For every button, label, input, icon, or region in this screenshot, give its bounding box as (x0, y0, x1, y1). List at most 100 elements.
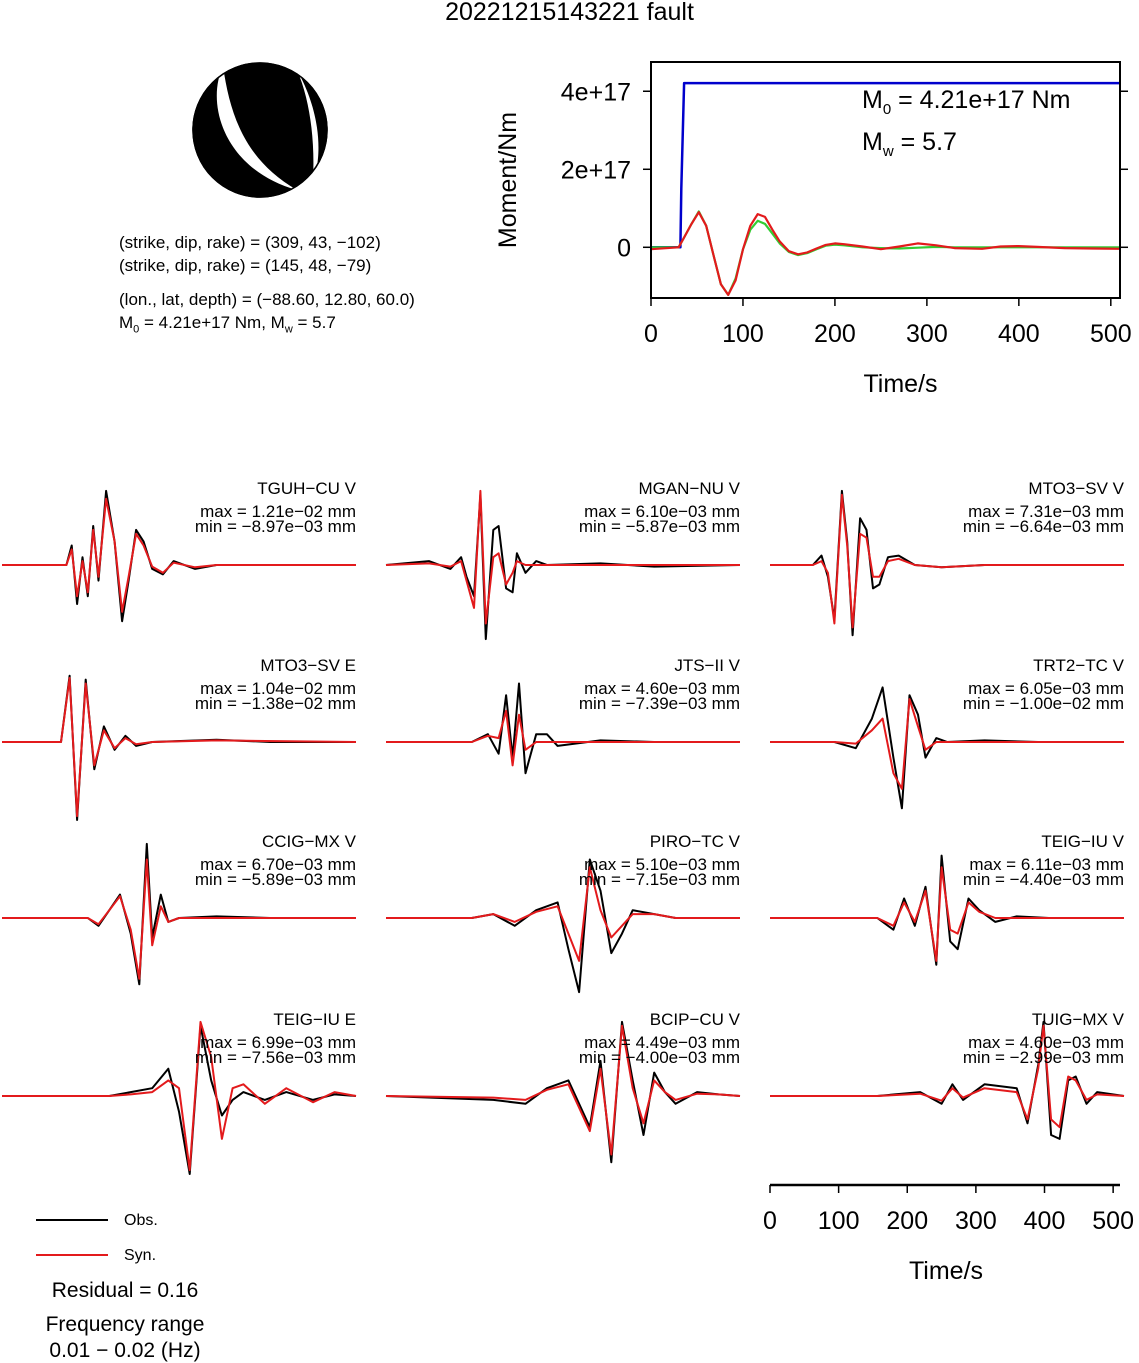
moment-x-tick-label: 200 (814, 320, 856, 348)
moment-x-tick-label: 400 (998, 320, 1040, 348)
station-max: max = 7.31e−03 mm (968, 502, 1124, 521)
station-max: max = 4.60e−03 mm (968, 1033, 1124, 1052)
observed-trace (2, 1024, 357, 1175)
mw-annotation: Mw = 5.7 (862, 128, 957, 160)
station-name: MTO3−SV E (260, 656, 356, 675)
observed-trace (386, 858, 740, 994)
station-max: max = 6.70e−03 mm (200, 855, 356, 874)
moment-y-axis-label: Moment/Nm (494, 112, 522, 248)
moment-x-tick-label: 500 (1090, 320, 1132, 348)
station-max: max = 6.11e−03 mm (969, 855, 1124, 874)
station-name: JTS−II V (674, 656, 740, 675)
moment-y-tick-label: 2e+17 (561, 156, 631, 184)
station-min: min = −2.99e−03 mm (963, 1048, 1124, 1067)
station-min: min = −7.39e−03 mm (579, 694, 740, 713)
mechanism-plane-1: (strike, dip, rake) = (309, 43, −102) (119, 233, 381, 252)
moment-x-tick-label: 0 (644, 320, 658, 348)
synthetic-trace (770, 1024, 1125, 1129)
station-min: min = −4.00e−03 mm (579, 1048, 740, 1067)
wave-x-tick-label: 0 (763, 1207, 777, 1235)
station-min: min = −4.40e−03 mm (963, 870, 1124, 889)
residual-label: Residual = 0.16 (51, 1279, 199, 1302)
station-max: max = 4.60e−03 mm (584, 679, 740, 698)
wave-x-axis-label: Time/s (909, 1257, 983, 1285)
synthetic-trace (770, 698, 1124, 790)
station-min: min = −5.89e−03 mm (195, 870, 356, 889)
moment-y-tick-label: 4e+17 (561, 78, 631, 106)
station-name: BCIP−CU V (650, 1010, 741, 1029)
station-name: MGAN−NU V (638, 479, 740, 498)
station-name: TRT2−TC V (1033, 656, 1125, 675)
synthetic-trace (770, 866, 1124, 962)
frequency-range-value: 0.01 − 0.02 (Hz) (49, 1339, 201, 1362)
station-max: max = 6.99e−03 mm (200, 1033, 356, 1052)
station-name: TEIG−IU V (1041, 832, 1124, 851)
station-max: max = 1.04e−02 mm (200, 679, 356, 698)
station-name: TUIG−MX V (1032, 1010, 1125, 1029)
mechanism-moment: M0 = 4.21e+17 Nm, Mw = 5.7 (119, 313, 336, 336)
wave-x-tick-label: 100 (818, 1207, 860, 1235)
station-min: min = −8.97e−03 mm (195, 517, 356, 536)
synthetic-trace (2, 677, 357, 818)
station-min: min = −1.38e−02 mm (195, 694, 356, 713)
moment-chart: 0 100 200 300 400 500 0 2e+17 4e+17 Time/s Moment/… (494, 61, 1132, 398)
station-name: MTO3−SV V (1028, 479, 1124, 498)
station-max: max = 5.10e−03 mm (584, 855, 740, 874)
m0-annotation: M0 = 4.21e+17 Nm (862, 86, 1071, 118)
moment-x-axis-label: Time/s (863, 370, 937, 398)
station-max: max = 6.05e−03 mm (968, 679, 1124, 698)
synthetic-trace (386, 709, 740, 767)
wave-x-tick-label: 300 (955, 1207, 997, 1235)
moment-plot-frame (650, 61, 1121, 299)
moment-annotation: M0 = 4.21e+17 Nm Mw = 5.7 (862, 84, 1070, 168)
synthetic-trace (385, 1024, 741, 1156)
station-min: min = −1.00e−02 mm (963, 694, 1124, 713)
synthetic-trace (386, 866, 740, 962)
mw-value: 5.7 (312, 313, 336, 332)
wave-x-tick-label: 400 (1024, 1207, 1066, 1235)
station-max: max = 1.21e−02 mm (200, 502, 356, 521)
mechanism-plane-2: (strike, dip, rake) = (145, 48, −79) (119, 256, 372, 275)
station-name: PIRO−TC V (650, 832, 741, 851)
synthetic-trace (2, 1020, 357, 1172)
wave-x-tick-label: 500 (1092, 1207, 1134, 1235)
synthetic-trace (770, 493, 1124, 629)
synthetic-trace (2, 858, 356, 980)
station-name: TEIG−IU E (273, 1010, 356, 1029)
station-max: max = 4.49e−03 mm (584, 1033, 740, 1052)
synthetic-trace (385, 489, 740, 625)
page-title: 20221215143221 fault (445, 0, 694, 26)
legend-obs-label: Obs. (124, 1212, 158, 1229)
wave-x-tick-label: 200 (886, 1207, 928, 1235)
beachball-icon (192, 62, 328, 198)
moment-x-tick-label: 100 (722, 320, 764, 348)
synthetic-trace (2, 497, 356, 613)
station-max: max = 6.10e−03 mm (584, 502, 740, 521)
m0-value: 4.21e+17 Nm (158, 313, 262, 332)
station-name: CCIG−MX V (262, 832, 357, 851)
station-min: min = −7.56e−03 mm (195, 1048, 356, 1067)
legend-lines (36, 1219, 108, 1256)
station-min: min = −5.87e−03 mm (579, 517, 740, 536)
legend-syn-label: Syn. (124, 1247, 157, 1264)
moment-x-tick-label: 300 (906, 320, 948, 348)
station-min: min = −7.15e−03 mm (579, 870, 740, 889)
frequency-range-label: Frequency range (45, 1313, 205, 1336)
station-name: TGUH−CU V (257, 479, 356, 498)
moment-y-tick-label: 0 (617, 234, 631, 262)
mechanism-location: (lon., lat, depth) = (−88.60, 12.80, 60.… (119, 290, 415, 309)
moment-series-red (650, 211, 1121, 296)
